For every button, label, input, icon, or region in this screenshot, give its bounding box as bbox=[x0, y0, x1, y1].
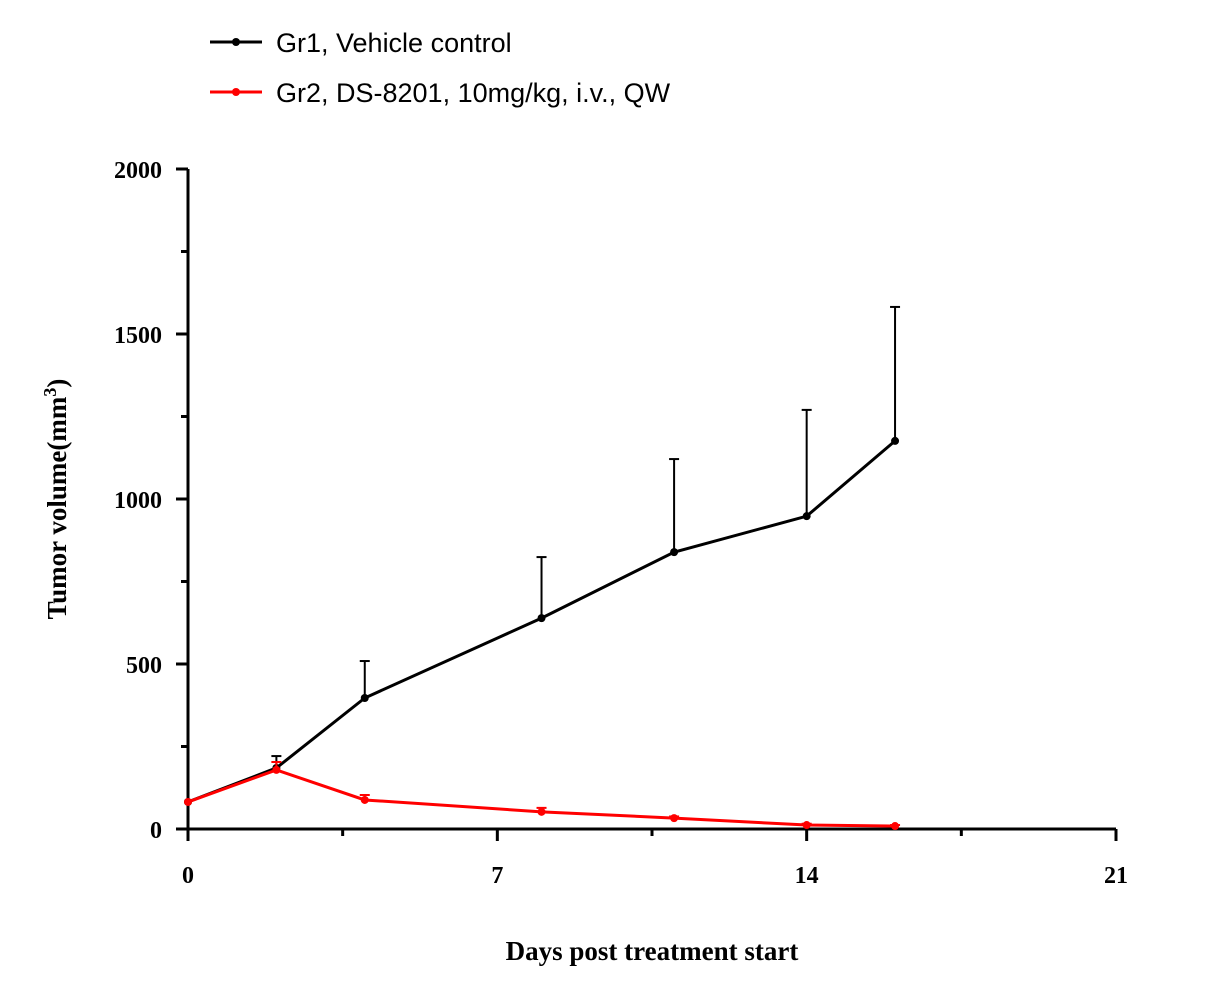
legend-item: Gr1, Vehicle control bbox=[210, 28, 512, 58]
x-axis-title: Days post treatment start bbox=[506, 936, 799, 966]
series-2 bbox=[184, 761, 901, 831]
y-axis-title: Tumor volume(mm3) bbox=[40, 379, 72, 620]
legend: Gr1, Vehicle control Gr2, DS-8201, 10mg/k… bbox=[210, 28, 671, 108]
data-point bbox=[537, 614, 546, 623]
x-tick-label: 0 bbox=[182, 863, 194, 889]
y-tick-label: 2000 bbox=[114, 158, 162, 184]
legend-label: Gr2, DS-8201, 10mg/kg, i.v., QW bbox=[276, 78, 671, 108]
series-1 bbox=[184, 305, 901, 806]
data-point bbox=[360, 693, 369, 702]
x-tick-label: 7 bbox=[491, 863, 503, 889]
legend-marker bbox=[232, 88, 240, 96]
x-tick-label: 14 bbox=[795, 863, 819, 889]
data-point bbox=[360, 795, 369, 804]
y-tick-label: 1500 bbox=[114, 323, 162, 349]
axes: 0 7 14 21 0 500 1000 1500 2000 bbox=[114, 158, 1128, 889]
plot-area bbox=[184, 305, 901, 831]
data-point bbox=[802, 821, 811, 830]
series-line bbox=[187, 768, 896, 828]
x-tick-label: 21 bbox=[1104, 863, 1128, 889]
data-point bbox=[184, 797, 192, 806]
y-tick-label: 0 bbox=[150, 818, 162, 844]
y-tick-label: 500 bbox=[126, 653, 162, 679]
data-point bbox=[272, 765, 281, 774]
legend-marker bbox=[232, 38, 240, 46]
legend-label: Gr1, Vehicle control bbox=[276, 28, 512, 58]
legend-item: Gr2, DS-8201, 10mg/kg, i.v., QW bbox=[210, 78, 671, 108]
data-point bbox=[891, 822, 900, 831]
y-tick-label: 1000 bbox=[114, 488, 162, 514]
data-point bbox=[670, 548, 679, 557]
data-point bbox=[802, 512, 811, 521]
data-point bbox=[670, 814, 679, 823]
data-point bbox=[891, 436, 900, 445]
data-point bbox=[537, 807, 546, 816]
